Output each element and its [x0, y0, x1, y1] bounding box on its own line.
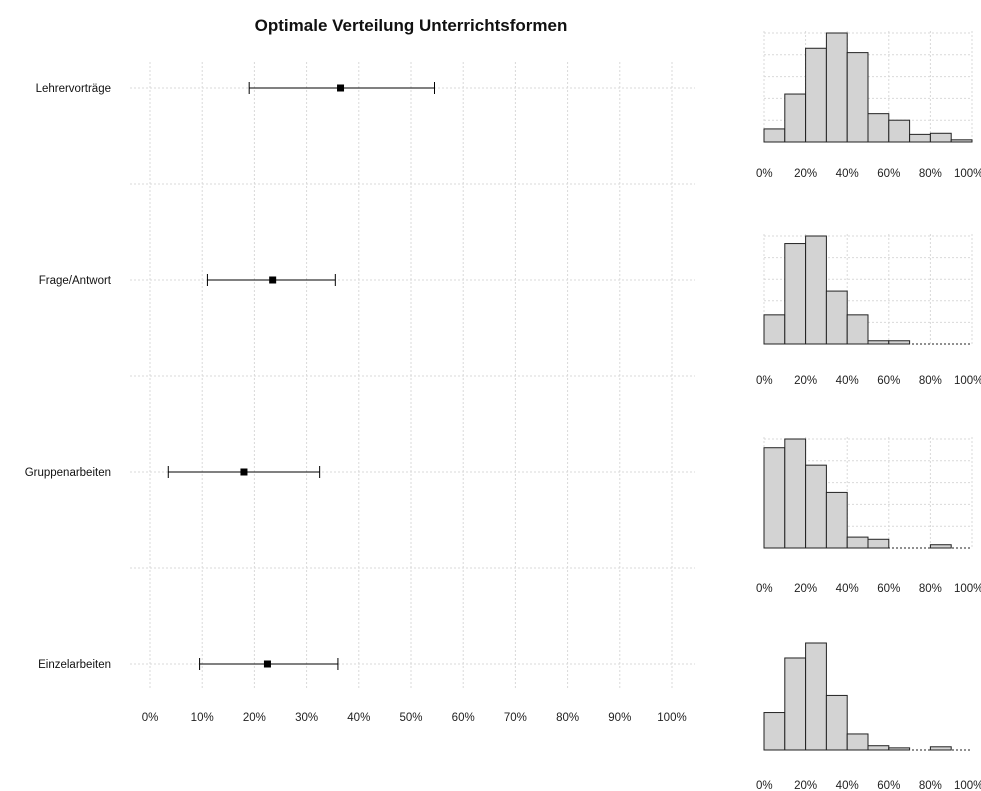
hist-bar	[763, 128, 786, 143]
category-label-frage-antwort: Frage/Antwort	[39, 275, 112, 287]
hist-x-tick-label: 60%	[877, 780, 900, 791]
hist-bar	[909, 133, 931, 143]
hist-x-tick-label: 80%	[919, 168, 942, 180]
hist-x-tick-label: 0%	[756, 780, 773, 791]
x-tick-label: 100%	[657, 712, 686, 724]
x-tick-label: 90%	[608, 712, 631, 724]
histogram-panels: 0% 20% 40% 60% 80% 100% 0% 20% 40% 60% 80% 100% 0% 20…	[756, 31, 981, 791]
x-tick-label: 60%	[452, 712, 475, 724]
errorbar-einzelarbeiten	[199, 658, 339, 670]
hist-x-tick-label: 40%	[836, 168, 859, 180]
x-tick-label: 20%	[243, 712, 266, 724]
mean-point	[337, 84, 345, 92]
hist-x-tick-label: 40%	[836, 583, 859, 595]
hist-bar	[846, 536, 869, 549]
x-tick-label: 50%	[399, 712, 422, 724]
category-labels: Lehrervorträge Frage/Antwort Gruppenarbeit…	[25, 83, 112, 671]
main-gridlines	[130, 62, 695, 690]
hist-x-tick-label: 80%	[919, 780, 942, 791]
hist-bar	[888, 119, 911, 143]
hist-bar	[825, 694, 848, 751]
hist-x-tick-label: 100%	[954, 168, 981, 180]
hist-bar	[784, 657, 807, 751]
category-label-einzelarbeiten: Einzelarbeiten	[38, 659, 111, 671]
x-tick-label: 0%	[142, 712, 159, 724]
errorbar-frage-antwort	[206, 274, 336, 286]
hist-x-tick-label: 80%	[919, 375, 942, 387]
hist-bar	[805, 464, 827, 549]
hist-bar	[888, 340, 911, 345]
histogram-gruppenarbeiten: 0% 20% 40% 60% 80% 100%	[756, 437, 981, 595]
hist-x-tick-label: 20%	[794, 168, 817, 180]
hist-bar	[846, 52, 869, 143]
hist-bar	[805, 235, 827, 345]
hist-x-tick-label: 20%	[794, 583, 817, 595]
hist-bar	[805, 47, 827, 143]
hist-bar	[763, 712, 786, 751]
hist-x-tick-label: 80%	[919, 583, 942, 595]
hist-bar	[929, 132, 952, 143]
chart-title: Optimale Verteilung Unterrichtsformen	[255, 16, 568, 35]
hist-bar	[846, 733, 869, 751]
x-tick-label: 70%	[504, 712, 527, 724]
hist-bar	[867, 113, 890, 143]
hist-bar	[888, 747, 911, 751]
mean-point	[263, 660, 271, 668]
hist-x-tick-label: 100%	[954, 375, 981, 387]
errorbar-marks	[167, 82, 435, 670]
hist-x-tick-label: 60%	[877, 375, 900, 387]
hist-x-tick-label: 100%	[954, 583, 981, 595]
hist-x-tick-label: 0%	[756, 168, 773, 180]
hist-bar	[805, 642, 827, 751]
category-label-lehrervorträge: Lehrervorträge	[36, 83, 111, 95]
hist-bar	[846, 314, 869, 345]
x-tick-label: 30%	[295, 712, 318, 724]
hist-bar	[784, 93, 807, 143]
histogram-lehrervorträge: 0% 20% 40% 60% 80% 100%	[756, 31, 981, 180]
hist-x-tick-label: 60%	[877, 583, 900, 595]
hist-bar	[784, 243, 807, 345]
hist-bar	[825, 32, 848, 143]
hist-x-tick-label: 100%	[954, 780, 981, 791]
hist-x-tick-label: 20%	[794, 780, 817, 791]
hist-bar	[763, 447, 786, 549]
errorbar-gruppenarbeiten	[167, 466, 321, 478]
hist-bar	[825, 290, 848, 345]
hist-x-tick-label: 60%	[877, 168, 900, 180]
hist-bar	[867, 745, 890, 751]
hist-bar	[784, 438, 807, 549]
x-tick-label: 80%	[556, 712, 579, 724]
hist-x-tick-label: 40%	[836, 375, 859, 387]
hist-x-tick-label: 0%	[756, 375, 773, 387]
hist-bar	[867, 538, 890, 549]
category-label-gruppenarbeiten: Gruppenarbeiten	[25, 467, 111, 479]
x-tick-label: 10%	[191, 712, 214, 724]
errorbar-lehrervorträge	[248, 82, 435, 94]
histogram-einzelarbeiten: 0% 20% 40% 60% 80% 100%	[756, 642, 981, 791]
mean-point	[269, 276, 277, 284]
mean-point	[240, 468, 248, 476]
hist-x-tick-label: 40%	[836, 780, 859, 791]
x-tick-label: 40%	[347, 712, 370, 724]
x-axis-tick-labels: 0% 10% 20% 30% 40% 50% 60% 70% 80% 90% 100%	[142, 712, 687, 724]
hist-bar	[825, 491, 848, 549]
hist-x-tick-label: 0%	[756, 583, 773, 595]
hist-x-tick-label: 20%	[794, 375, 817, 387]
histogram-frage-antwort: 0% 20% 40% 60% 80% 100%	[756, 234, 981, 387]
hist-bar	[763, 314, 786, 345]
